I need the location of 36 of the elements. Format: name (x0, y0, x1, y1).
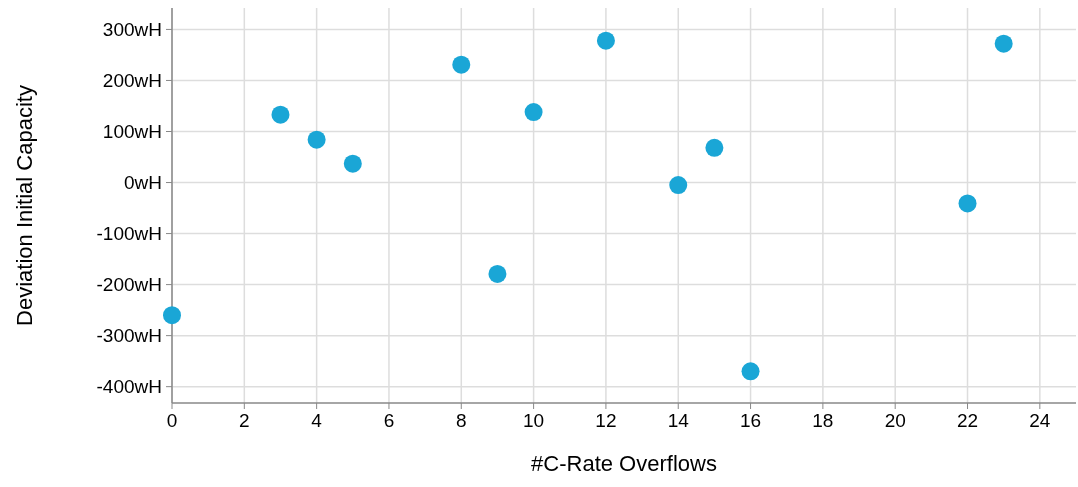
point (705, 138, 724, 157)
point (958, 194, 977, 213)
y-tick-label: -100wH (96, 223, 162, 245)
x-tick-label: 20 (884, 410, 906, 431)
point (452, 55, 471, 74)
x-tick-label: 22 (956, 410, 979, 431)
y-tick-label: 300wH (102, 19, 162, 41)
x-tick-label: 6 (383, 410, 395, 431)
y-tick-label: 0wH (123, 172, 162, 194)
x-tick-label: 14 (667, 410, 690, 431)
x-tick-label: 24 (1029, 410, 1051, 431)
point (488, 264, 507, 283)
x-axis-title: #C-Rate Overflows (531, 451, 717, 476)
y-tick-label: 200wH (102, 70, 162, 92)
x-tick-label: 2 (239, 410, 250, 431)
point (163, 306, 181, 325)
point (596, 31, 615, 50)
x-tick-label: 18 (812, 410, 834, 431)
y-tick-label: -200wH (96, 274, 162, 296)
x-tick-label: 10 (523, 410, 545, 431)
y-tick-label: -400wH (96, 376, 162, 398)
point (343, 154, 362, 173)
y-axis-title: Deviation Initial Capacity (12, 85, 37, 326)
y-tick-label: -300wH (96, 325, 162, 347)
point (669, 176, 688, 195)
x-tick-label: 12 (595, 410, 617, 431)
point (307, 130, 326, 149)
x-tick-label: 4 (311, 410, 323, 431)
point (271, 105, 290, 124)
x-tick-label: 0 (166, 410, 178, 431)
x-tick-label: 16 (739, 410, 762, 431)
x-tick-label: 8 (455, 410, 467, 431)
point (994, 34, 1013, 53)
y-tick-label: 100wH (102, 121, 162, 143)
point (741, 362, 760, 381)
point (524, 103, 543, 122)
